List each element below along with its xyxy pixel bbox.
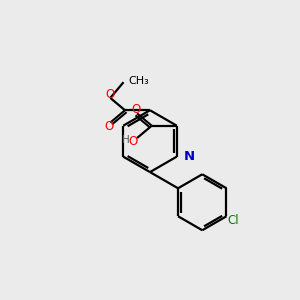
- Text: Cl: Cl: [228, 214, 239, 227]
- Text: O: O: [105, 88, 114, 100]
- Text: O: O: [128, 135, 138, 148]
- Text: H: H: [122, 135, 130, 146]
- Text: O: O: [104, 120, 113, 133]
- Text: CH₃: CH₃: [128, 76, 149, 86]
- Text: O: O: [131, 103, 140, 116]
- Text: N: N: [183, 150, 194, 163]
